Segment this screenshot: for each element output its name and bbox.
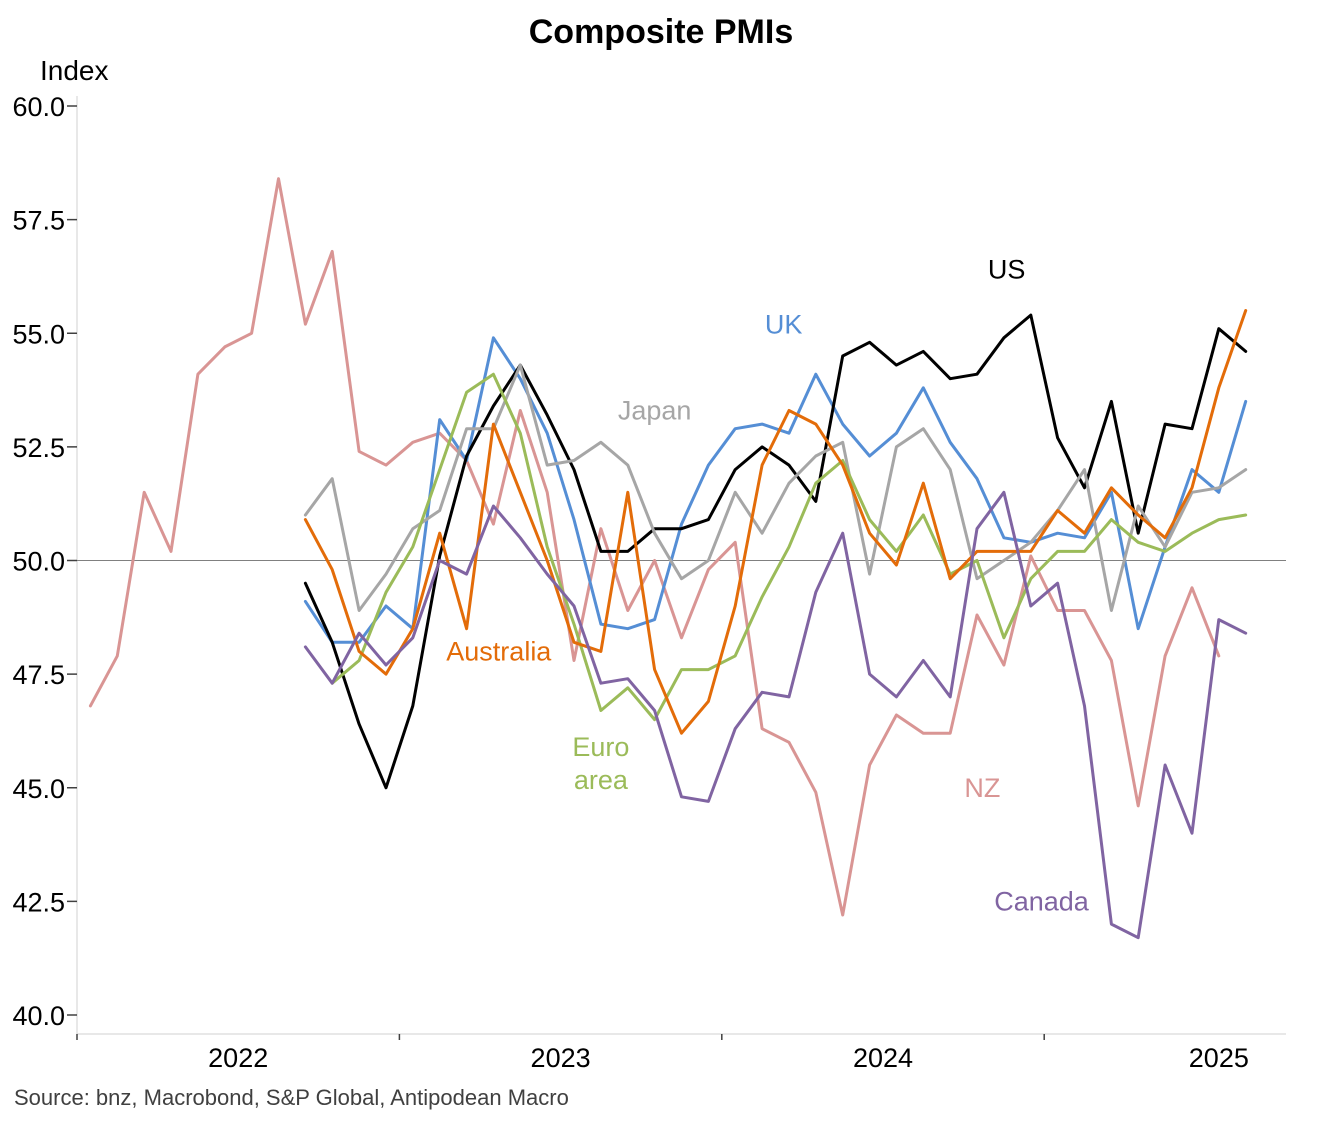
- series-line-euro-area: [330, 372, 1248, 722]
- series-label-japan: Japan: [618, 396, 692, 426]
- y-tick-label: 40.0: [12, 1001, 65, 1031]
- y-tick-label: 42.5: [12, 887, 65, 917]
- x-tick-label: 2023: [531, 1043, 591, 1073]
- y-tick-label: 45.0: [12, 774, 65, 804]
- series-line-japan: [303, 363, 1248, 612]
- series-label-us: US: [988, 255, 1026, 285]
- y-axis-label: Index: [40, 55, 109, 86]
- series-label-australia: Australia: [446, 636, 552, 666]
- series-labels: NZ UK US Japan Euro area Australia Canada: [446, 255, 1089, 917]
- chart-title: Composite PMIs: [529, 13, 793, 51]
- y-tick-label: 47.5: [12, 660, 65, 690]
- series-label-canada: Canada: [994, 886, 1090, 916]
- x-tick-label: 2025: [1189, 1043, 1249, 1073]
- series-lines: [88, 177, 1248, 940]
- series-line-uk: [303, 336, 1248, 644]
- series-label-uk: UK: [765, 309, 803, 339]
- y-tick-label: 55.0: [12, 319, 65, 349]
- series-line-australia: [303, 309, 1248, 735]
- y-tick-label: 60.0: [12, 92, 65, 122]
- y-tick-label: 57.5: [12, 206, 65, 236]
- y-axis: 40.0 42.5 45.0 47.5 50.0 52.5 55.0 57.5 60.0: [12, 92, 78, 1034]
- x-axis: 2022 2023 2024 2025: [76, 1033, 1286, 1073]
- x-tick-label: 2022: [208, 1043, 268, 1073]
- source-note: Source: bnz, Macrobond, S&P Global, Anti…: [14, 1085, 569, 1110]
- y-tick-label: 50.0: [12, 547, 65, 577]
- series-line-canada: [303, 490, 1248, 940]
- y-tick-label: 52.5: [12, 433, 65, 463]
- series-line-nz: [88, 177, 1221, 917]
- x-tick-label: 2024: [853, 1043, 913, 1073]
- series-line-us: [303, 313, 1248, 790]
- series-label-euro-area: Euro area: [572, 732, 629, 795]
- series-label-nz: NZ: [964, 773, 1000, 803]
